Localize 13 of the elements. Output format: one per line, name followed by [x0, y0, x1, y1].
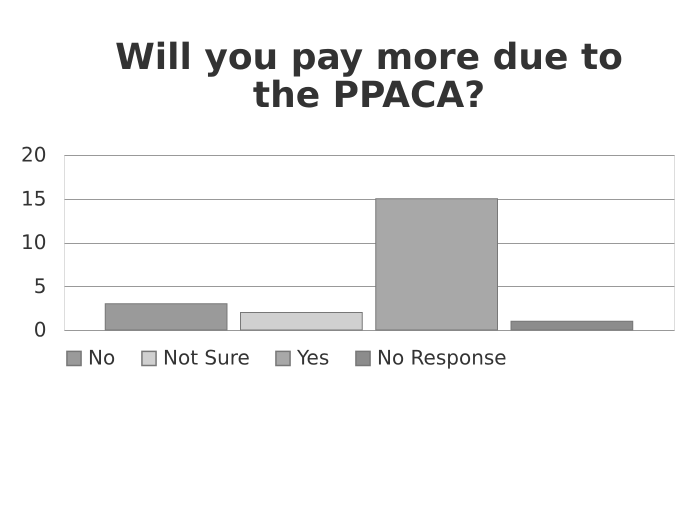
- y-tick-label: 0: [34, 318, 46, 342]
- legend-label: Yes: [296, 345, 330, 370]
- legend-label: No: [88, 345, 116, 370]
- bar: [510, 320, 634, 330]
- legend-label: No Response: [377, 345, 507, 370]
- y-tick-label: 15: [21, 186, 46, 210]
- bar: [240, 312, 363, 330]
- y-tick-label: 10: [21, 230, 46, 254]
- y-tick-label: 5: [34, 274, 46, 298]
- legend-label: Not Sure: [163, 345, 250, 370]
- y-tick-label: 20: [21, 142, 46, 166]
- text: Will you pay more due to: [115, 37, 623, 78]
- bar: [375, 198, 498, 330]
